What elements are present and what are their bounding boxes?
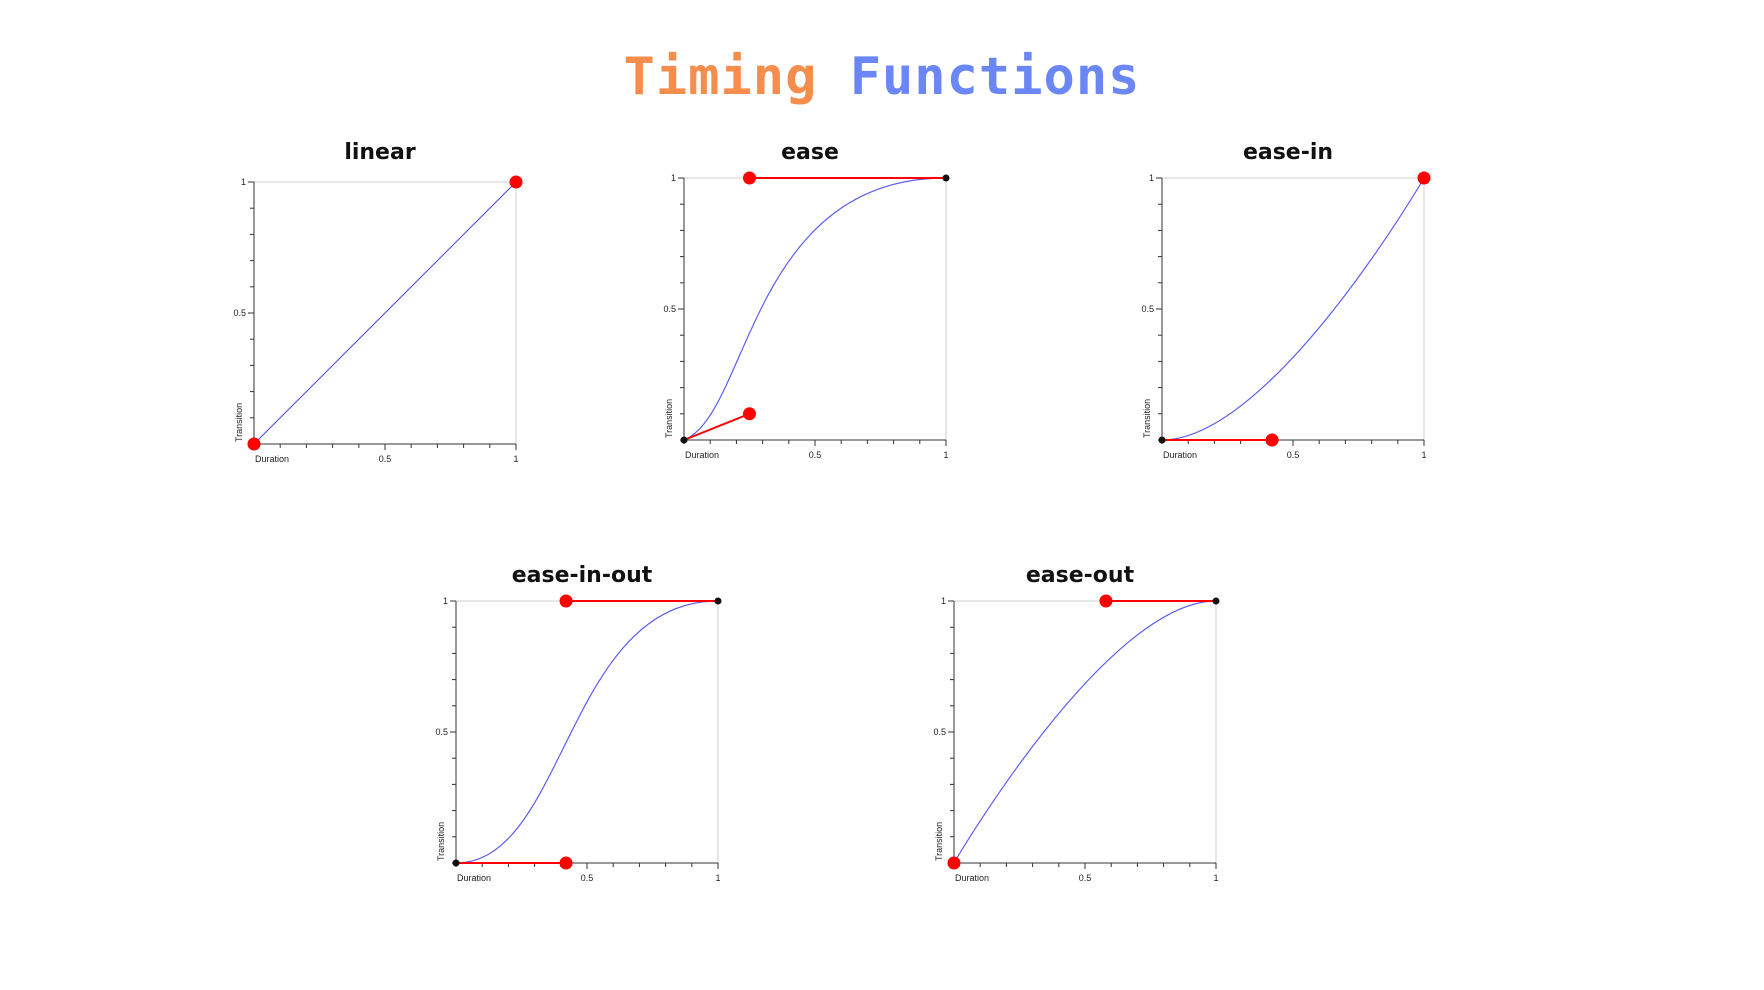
chart-title: ease (781, 140, 839, 165)
chart-panel-linear: linear 0.5 1 0.5 1 Duration Transition (230, 140, 530, 480)
y-tick-label: 1 (1149, 173, 1154, 183)
control-point-1 (947, 856, 961, 870)
x-axis-label: Duration (1163, 450, 1197, 460)
chart-panel-ease: ease 0.5 1 0.5 1 Duration Transition (660, 140, 960, 480)
y-tick-label: 0.5 (663, 304, 676, 314)
x-tick-label: 0.5 (379, 454, 392, 464)
chart-panel-ease-in-out: ease-in-out 0.5 1 0.5 1 Duration Transition (432, 563, 732, 903)
x-tick-label: 1 (715, 873, 720, 883)
anchor-point-end (1212, 597, 1220, 605)
x-tick-label: 0.5 (1079, 873, 1092, 883)
anchor-point-end (942, 174, 950, 182)
x-tick-label: 0.5 (809, 450, 822, 460)
title-word-timing: Timing (623, 47, 818, 107)
y-tick-label: 1 (241, 177, 246, 187)
y-axis-label: Transition (234, 403, 244, 442)
control-point-1 (559, 856, 573, 870)
x-axis-label: Duration (685, 450, 719, 460)
timing-chart-ease-out: 0.5 1 0.5 1 Duration Transition (933, 594, 1220, 883)
y-axis-label: Transition (934, 822, 944, 861)
timing-curve (953, 600, 1217, 864)
x-tick-label: 0.5 (1287, 450, 1300, 460)
timing-chart-ease: 0.5 1 0.5 1 Duration Transition (663, 171, 950, 460)
chart-title: ease-in-out (511, 563, 653, 588)
timing-chart-linear: 0.5 1 0.5 1 Duration Transition (233, 175, 523, 464)
control-point-1 (743, 407, 756, 421)
timing-curve (683, 177, 947, 441)
timing-curve (455, 600, 719, 864)
control-point-2 (743, 171, 756, 185)
y-axis-label: Transition (1142, 399, 1152, 438)
chart-title: ease-out (1025, 563, 1135, 588)
y-tick-label: 0.5 (233, 308, 246, 318)
control-point-1 (247, 437, 261, 451)
y-tick-label: 0.5 (933, 727, 946, 737)
control-point-1 (1265, 433, 1279, 447)
y-tick-label: 1 (671, 173, 676, 183)
x-tick-label: 0.5 (581, 873, 594, 883)
x-tick-label: 1 (1421, 450, 1426, 460)
control-point-2 (509, 175, 523, 189)
y-axis-label: Transition (664, 399, 674, 438)
y-tick-label: 0.5 (435, 727, 448, 737)
x-axis-label: Duration (955, 873, 989, 883)
title-word-functions: Functions (849, 47, 1141, 107)
x-axis-label: Duration (457, 873, 491, 883)
anchor-point-start (680, 436, 688, 444)
chart-title: ease-in (1242, 140, 1334, 165)
anchor-point-start (1158, 436, 1166, 444)
y-axis-label: Transition (436, 822, 446, 861)
page-title: Timing Functions (0, 42, 1764, 112)
anchor-point-start (452, 859, 460, 867)
x-tick-label: 1 (513, 454, 518, 464)
y-tick-label: 1 (443, 596, 448, 606)
timing-chart-ease-in-out: 0.5 1 0.5 1 Duration Transition (435, 594, 722, 883)
x-tick-label: 1 (1213, 873, 1218, 883)
x-axis-label: Duration (255, 454, 289, 464)
chart-panel-ease-out: ease-out 0.5 1 0.5 1 Duration Transition (930, 563, 1230, 903)
control-point-2 (1417, 171, 1431, 185)
anchor-point-end (714, 597, 722, 605)
y-tick-label: 1 (941, 596, 946, 606)
chart-title: linear (344, 140, 416, 165)
timing-curve (1161, 177, 1425, 441)
timing-chart-ease-in: 0.5 1 0.5 1 Duration Transition (1141, 171, 1431, 460)
chart-panel-ease-in: ease-in 0.5 1 0.5 1 Duration Transition (1138, 140, 1438, 480)
y-tick-label: 0.5 (1141, 304, 1154, 314)
control-point-2 (1099, 594, 1113, 608)
control-point-2 (559, 594, 573, 608)
timing-curve (253, 181, 517, 445)
x-tick-label: 1 (943, 450, 948, 460)
control-handle-line-1 (683, 412, 750, 441)
